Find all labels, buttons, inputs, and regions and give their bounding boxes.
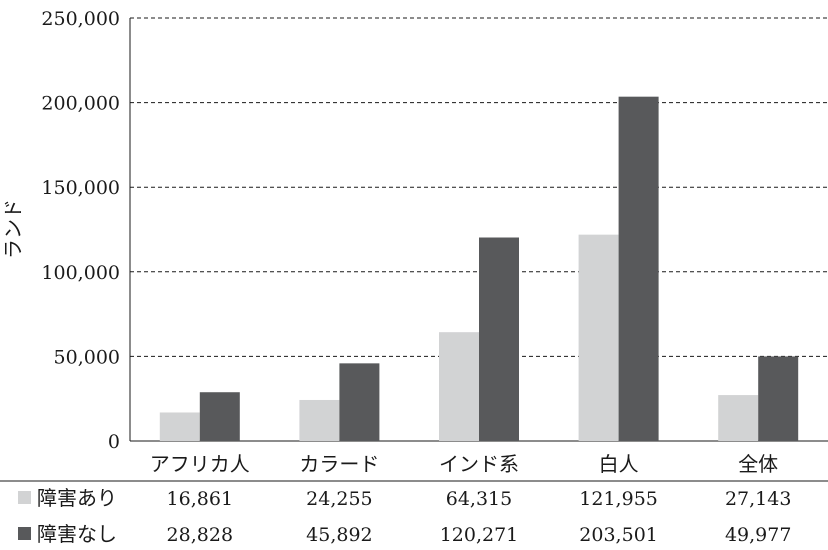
data-table-value: 27,143 xyxy=(725,488,791,510)
bar-without-disability xyxy=(479,237,519,441)
y-tick-label: 200,000 xyxy=(41,93,120,115)
bars xyxy=(159,96,799,442)
legend-swatch xyxy=(18,527,31,540)
bar-with-disability xyxy=(718,395,759,441)
data-table-value: 121,955 xyxy=(579,488,658,510)
y-tick-label: 100,000 xyxy=(41,262,120,284)
category-label: カラード xyxy=(299,452,379,476)
bar-without-disability xyxy=(339,363,380,441)
legend-label: 障害あり xyxy=(37,486,117,510)
bar-without-disability xyxy=(758,356,799,441)
gridlines xyxy=(130,17,828,357)
category-label: アフリカ人 xyxy=(150,452,250,476)
data-table: 障害あり 16,861 24,255 64,315 121,955 27,143 障害なし 2… xyxy=(18,486,791,546)
y-tick-label: 150,000 xyxy=(41,177,120,199)
data-table-value: 120,271 xyxy=(440,524,519,546)
data-table-value: 203,501 xyxy=(579,524,658,546)
y-tick-labels: 0 50,000 100,000 150,000 200,000 250,000 xyxy=(41,8,120,453)
bar-with-disability xyxy=(159,412,200,441)
category-label: インド系 xyxy=(439,452,519,476)
data-table-value: 49,977 xyxy=(725,524,791,546)
data-table-value: 16,861 xyxy=(167,488,233,510)
legend-swatch xyxy=(18,491,31,504)
bar-without-disability xyxy=(618,96,659,442)
data-table-value: 24,255 xyxy=(306,488,372,510)
category-labels: アフリカ人 カラード インド系 白人 全体 xyxy=(150,452,778,476)
legend-label: 障害なし xyxy=(37,522,117,546)
category-label: 白人 xyxy=(599,452,639,476)
y-tick-label: 250,000 xyxy=(41,8,120,30)
data-table-value: 45,892 xyxy=(306,524,372,546)
y-tick-label: 0 xyxy=(108,431,120,453)
bar-with-disability xyxy=(299,399,340,441)
data-table-value: 28,828 xyxy=(167,524,233,546)
bar-with-disability xyxy=(578,234,619,441)
y-tick-label: 50,000 xyxy=(54,346,120,368)
bar-with-disability xyxy=(439,332,479,441)
y-axis-label: ランド xyxy=(1,199,25,259)
bar-without-disability xyxy=(199,392,240,441)
data-table-value: 64,315 xyxy=(446,488,512,510)
category-label: 全体 xyxy=(738,452,778,476)
